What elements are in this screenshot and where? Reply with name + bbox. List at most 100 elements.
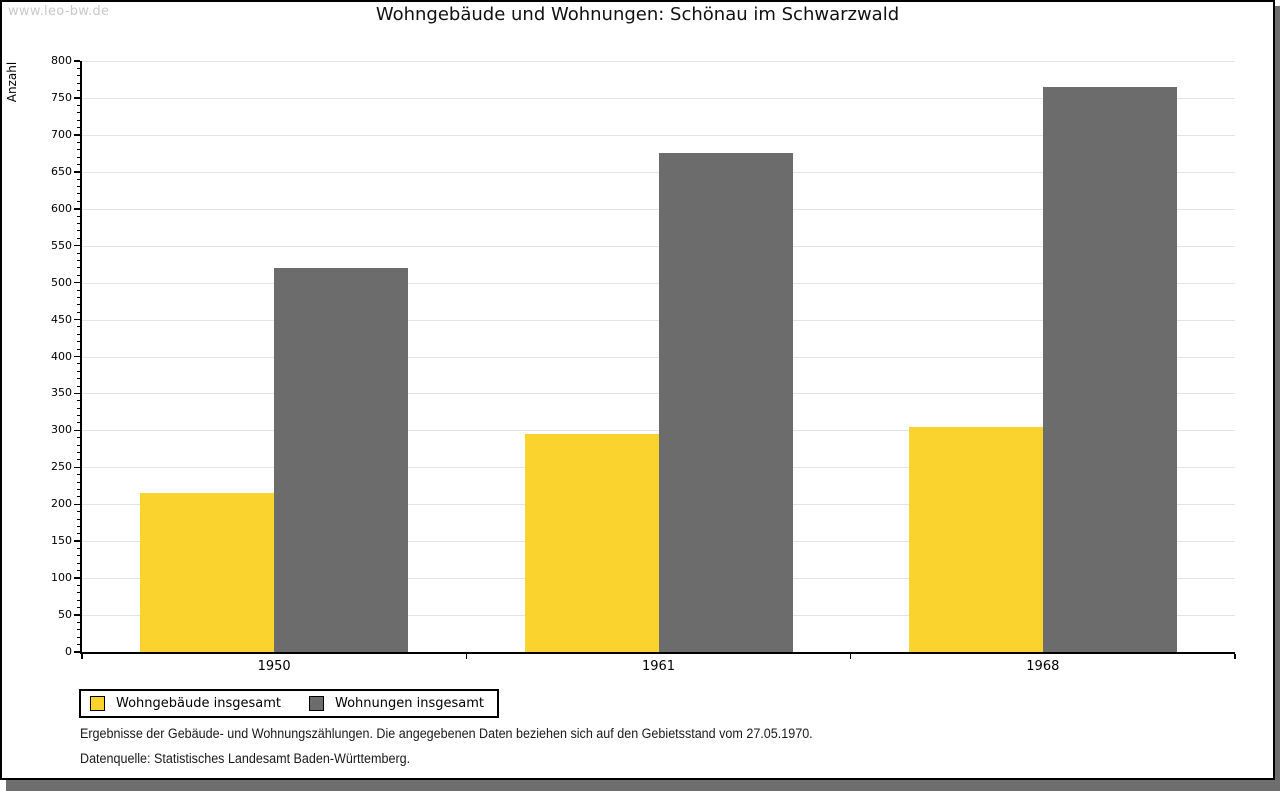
y-minor-tick <box>77 126 80 128</box>
footnote-datenquelle: Datenquelle: Statistisches Landesamt Bad… <box>80 751 411 766</box>
y-minor-tick <box>77 252 80 254</box>
y-tick-label: 650 <box>51 164 72 178</box>
y-minor-tick <box>77 400 80 402</box>
y-minor-tick <box>77 570 80 572</box>
y-major-tick <box>74 97 80 99</box>
x-category-label: 1961 <box>641 659 676 674</box>
y-tick-label: 400 <box>51 349 72 363</box>
y-major-tick <box>74 429 80 432</box>
plot-area: 0 50 100 150 200 250 300 350 400 450 500 550 600 650 7… <box>51 54 1236 674</box>
y-minor-tick <box>77 533 80 535</box>
y-minor-tick <box>77 237 80 239</box>
y-minor-tick <box>77 592 80 594</box>
y-minor-tick <box>77 119 80 121</box>
y-tick-label: 250 <box>51 460 72 474</box>
y-minor-tick <box>77 437 80 439</box>
y-minor-tick <box>77 156 80 158</box>
y-minor-tick <box>77 518 80 520</box>
y-tick-label: 0 <box>65 645 72 658</box>
y-minor-tick <box>77 274 80 276</box>
y-minor-tick <box>77 370 80 372</box>
legend: Wohngebäude insgesamt Wohnungen insgesam… <box>79 689 499 718</box>
y-minor-tick <box>77 311 80 313</box>
y-tick-label: 800 <box>51 54 72 67</box>
watermark: www.leo-bw.de <box>8 4 110 19</box>
y-minor-tick <box>77 444 80 446</box>
y-major-tick <box>74 281 80 284</box>
y-major-tick <box>74 171 80 173</box>
legend-swatch-wohnungen-icon <box>309 696 324 711</box>
y-tick-label: 550 <box>51 238 72 252</box>
y-tick-label: 500 <box>51 275 72 289</box>
y-major-tick <box>74 614 80 616</box>
frame-shadow-bottom <box>6 780 1275 791</box>
y-minor-tick <box>77 200 80 202</box>
y-minor-tick <box>77 621 80 623</box>
y-minor-tick <box>77 496 80 498</box>
y-minor-tick <box>77 112 80 114</box>
y-minor-tick <box>77 363 80 365</box>
y-major-tick <box>74 134 80 136</box>
bar-wohnungen-1961 <box>658 153 793 652</box>
x-axis-tick <box>465 654 468 659</box>
y-tick-label: 300 <box>51 423 72 437</box>
y-minor-tick <box>77 104 80 106</box>
y-minor-tick <box>77 644 80 646</box>
y-major-tick <box>74 651 80 653</box>
y-minor-tick <box>77 75 80 77</box>
y-minor-tick <box>77 636 80 638</box>
y-minor-tick <box>77 459 80 461</box>
y-minor-tick <box>77 90 80 92</box>
bar-wohnungen-1950 <box>274 267 409 652</box>
y-major-tick <box>74 392 80 395</box>
y-minor-tick <box>77 562 80 564</box>
y-minor-tick <box>77 422 80 424</box>
y-minor-tick <box>77 141 80 143</box>
y-minor-tick <box>77 385 80 387</box>
y-minor-tick <box>77 481 80 483</box>
y-minor-tick <box>77 474 80 476</box>
y-minor-tick <box>77 304 80 306</box>
bar-wohngebaeude-1968 <box>908 426 1043 652</box>
bar-wohnungen-1968 <box>1042 86 1177 652</box>
y-major-tick <box>74 60 80 62</box>
y-minor-tick <box>77 341 80 343</box>
chart-title: Wohngebäude und Wohnungen: Schönau im Sc… <box>375 4 900 25</box>
legend-item-wohngebaeude: Wohngebäude insgesamt <box>90 696 281 711</box>
y-minor-tick <box>77 599 80 601</box>
y-tick-label: 450 <box>51 312 72 326</box>
y-tick-label: 350 <box>51 386 72 400</box>
y-minor-tick <box>77 193 80 195</box>
y-minor-tick <box>77 186 80 188</box>
footnote-gebietsstand: Ergebnisse der Gebäude- und Wohnungszähl… <box>80 726 813 741</box>
gridline <box>82 97 1235 99</box>
y-major-tick <box>74 577 80 579</box>
y-minor-tick <box>77 163 80 165</box>
y-tick-label: 50 <box>58 608 72 622</box>
y-minor-tick <box>77 415 80 417</box>
y-minor-tick <box>77 452 80 454</box>
x-axis-tick <box>1234 654 1236 659</box>
y-minor-tick <box>77 215 80 217</box>
gridline <box>82 61 1235 62</box>
y-tick-label: 200 <box>51 497 72 511</box>
y-minor-tick <box>77 607 80 609</box>
y-minor-tick <box>77 178 80 180</box>
y-minor-tick <box>77 223 80 225</box>
y-minor-tick <box>77 407 80 409</box>
y-major-tick <box>74 503 80 505</box>
x-category-label: 1968 <box>1026 659 1060 674</box>
y-tick-label: 100 <box>51 571 72 585</box>
x-axis-tick <box>849 654 852 659</box>
legend-item-wohnungen: Wohnungen insgesamt <box>309 696 484 711</box>
y-minor-tick <box>77 67 80 69</box>
y-minor-tick <box>77 585 80 586</box>
frame-shadow-right <box>1275 6 1280 791</box>
legend-label-wohnungen: Wohnungen insgesamt <box>335 696 484 711</box>
legend-swatch-wohngebaeude-icon <box>90 696 105 711</box>
y-major-tick <box>74 540 80 542</box>
y-minor-tick <box>77 348 80 350</box>
y-minor-tick <box>77 149 80 151</box>
y-major-tick <box>74 244 80 247</box>
